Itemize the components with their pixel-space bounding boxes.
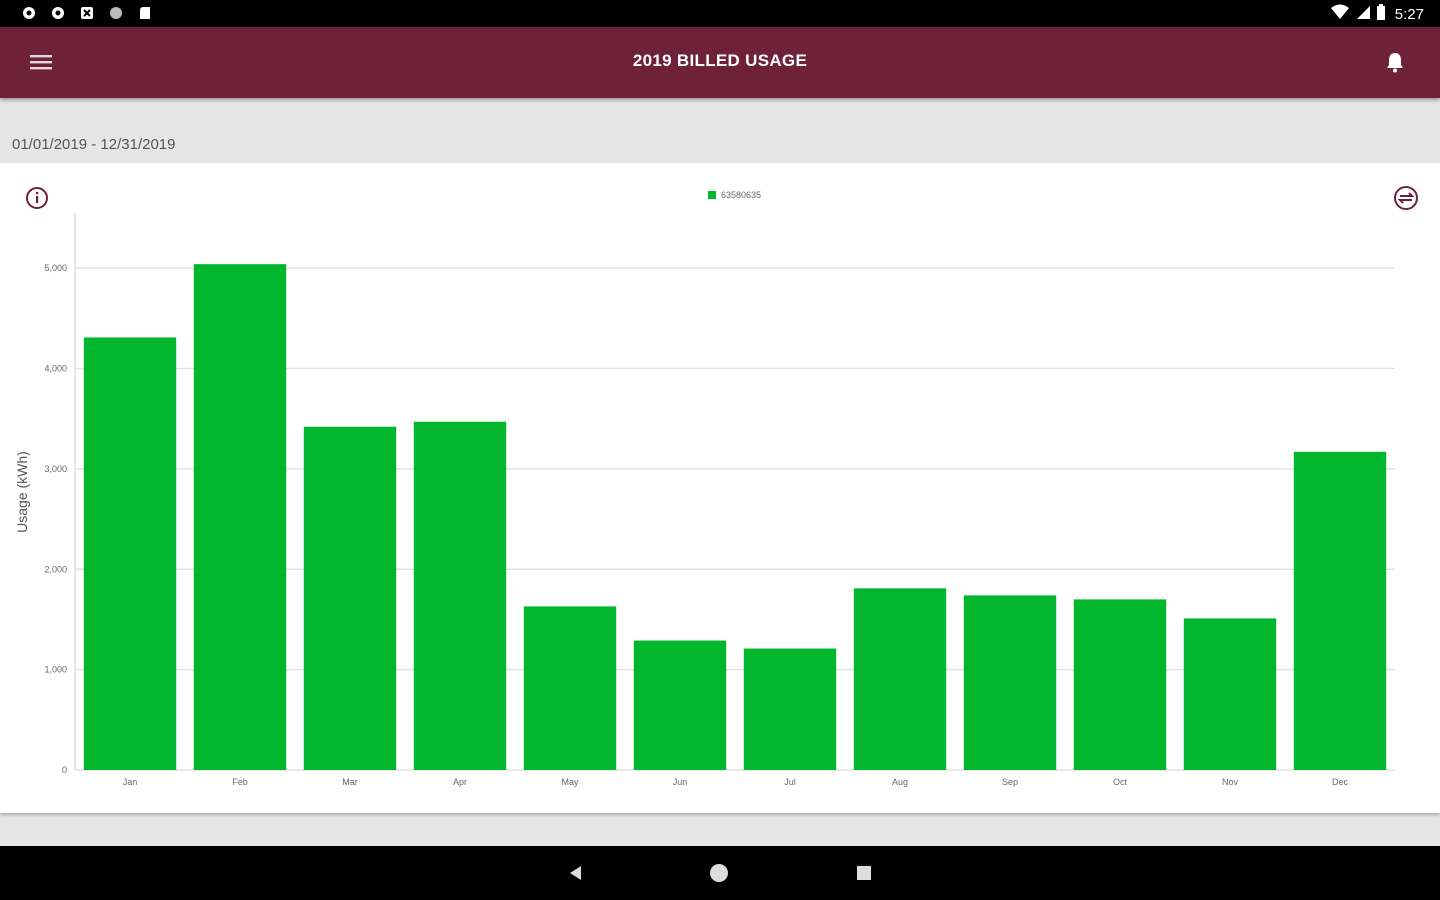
bar-apr <box>413 421 507 770</box>
bar-dec <box>1293 451 1387 770</box>
status-left-icons <box>20 4 154 22</box>
hamburger-menu-icon[interactable] <box>24 47 58 77</box>
date-range: 01/01/2019 - 12/31/2019 <box>12 136 176 153</box>
legend-label: 63580635 <box>721 190 762 200</box>
bar-jun <box>633 640 727 770</box>
y-axis-title: Usage (kWh) <box>14 451 30 533</box>
bar-may <box>523 606 617 770</box>
back-triangle-icon[interactable] <box>566 863 586 883</box>
y-tick-label: 0 <box>62 765 67 775</box>
compare-icon[interactable] <box>1392 184 1420 212</box>
x-tick-label: Oct <box>1113 777 1128 787</box>
y-tick-label: 2,000 <box>44 564 67 574</box>
signal-icon <box>1355 3 1371 26</box>
x-tick-label: Jul <box>784 777 796 787</box>
legend-swatch <box>708 191 716 199</box>
wifi-icon <box>1330 3 1350 26</box>
bar-jul <box>743 648 837 770</box>
bar-oct <box>1073 599 1167 770</box>
x-tick-label: Dec <box>1332 777 1349 787</box>
bar-aug <box>853 588 947 770</box>
settings-icon <box>49 4 67 22</box>
x-tick-label: Aug <box>892 777 908 787</box>
bar-nov <box>1183 618 1277 770</box>
chart-legend[interactable]: 63580635 <box>708 190 761 200</box>
status-right-icons: 5:27 <box>1330 3 1424 26</box>
bar-jan <box>83 337 177 770</box>
x-tick-label: Nov <box>1222 777 1239 787</box>
sd-card-icon <box>136 4 154 22</box>
home-circle-icon[interactable] <box>708 862 730 884</box>
x-tick-label: Feb <box>232 777 248 787</box>
page-title: 2019 BILLED USAGE <box>632 51 808 70</box>
x-tick-label: Jun <box>673 777 688 787</box>
settings-icon <box>20 4 38 22</box>
bar-feb <box>193 264 287 770</box>
x-tick-label: Sep <box>1002 777 1018 787</box>
x-tick-label: May <box>561 777 579 787</box>
y-tick-label: 5,000 <box>44 263 67 273</box>
battery-icon <box>1376 3 1386 26</box>
x-tick-label: Jan <box>123 777 138 787</box>
circle-icon <box>107 4 125 22</box>
bell-icon[interactable] <box>1382 49 1408 75</box>
x-tick-label: Mar <box>342 777 358 787</box>
recent-apps-square-icon[interactable] <box>856 865 872 881</box>
x-tick-label: Apr <box>453 777 467 787</box>
chart-card: 63580635 0 1,000 2,000 3,000 4,000 5,000 Usage… <box>0 163 1440 813</box>
status-bar: 5:27 <box>0 0 1440 27</box>
y-tick-label: 4,000 <box>44 364 67 374</box>
box-icon <box>78 4 96 22</box>
y-tick-label: 3,000 <box>44 464 67 474</box>
nav-bar <box>0 846 1440 900</box>
bar-sep <box>963 595 1057 770</box>
app-bar: 2019 BILLED USAGE <box>0 27 1440 98</box>
status-time: 5:27 <box>1394 6 1424 23</box>
usage-bar-chart: 0 1,000 2,000 3,000 4,000 5,000 Usage (kWh) Jan… <box>14 213 1395 787</box>
bar-mar <box>303 426 397 770</box>
info-icon[interactable] <box>24 185 50 211</box>
y-tick-label: 1,000 <box>44 665 67 675</box>
